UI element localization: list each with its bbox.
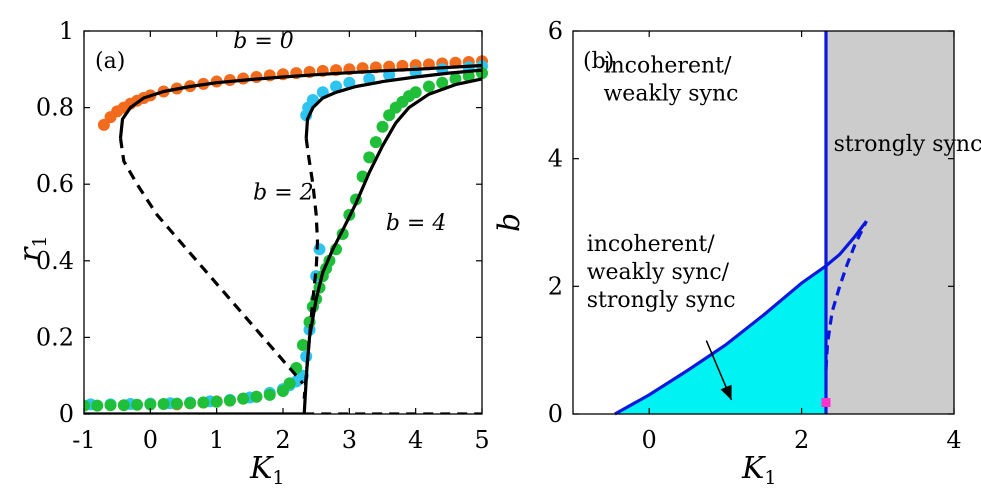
panel-b-xtick-label: 2 [794, 426, 809, 454]
panel-a-data-point [91, 399, 104, 412]
panel-a-data-point [296, 339, 309, 352]
panel-a-data-point [409, 86, 422, 99]
panel-a-xtick-label: 3 [342, 426, 357, 454]
panel-a-xtick-label: 2 [275, 426, 290, 454]
panel-b-plot-area [614, 31, 954, 416]
panel-a-data-point [449, 72, 462, 85]
panel-a-series [84, 55, 488, 414]
panel-a-data-point [184, 397, 197, 410]
panel-a-annotation: b = 0 [233, 29, 294, 54]
panel-a-data-point [422, 80, 435, 93]
panel-b-arrow-head [720, 384, 732, 400]
panel-a-data-point [363, 151, 376, 164]
panel-a-xtick-label: 0 [143, 426, 158, 454]
panel-a-data-point [250, 390, 263, 403]
panel-b-region-label-line: incoherent/ [603, 53, 732, 78]
panel-a-data-point [263, 388, 276, 401]
panel-b-region-label: strongly sync [834, 132, 981, 157]
panel-a-ytick-label: 0 [59, 400, 74, 428]
panel-b-bistable-region [614, 265, 826, 414]
panel-a-data-point [369, 136, 382, 149]
panel-b-dashed-curve [824, 220, 868, 370]
panel-a-data-point [117, 399, 130, 412]
panel-a-data-point [131, 398, 144, 411]
panel-a-xtick-label: -1 [72, 426, 95, 454]
panel-a-ytick-label: 1 [59, 17, 74, 45]
panel-a-data-point [197, 396, 210, 409]
panel-a: -1 0 1 2 3 4 500.20.40.60.81 (a) b = 0b = 2b =… [13, 17, 490, 489]
panel-a-data-point [313, 243, 326, 256]
panel-a-theory-line [118, 137, 305, 385]
panel-b: 0 2 4 0 2 4 6 (b) incoherent/weakly sync strong… [492, 17, 981, 489]
panel-a-data-point [283, 377, 296, 390]
panel-a-annotations: b = 0 b = 2 b = 4 [233, 29, 446, 236]
panel-b-region-label: incoherent/weakly sync [603, 53, 738, 106]
panel-a-data-point [170, 397, 183, 410]
panel-b-ylabel: b [492, 213, 527, 232]
panel-a-plot-area [84, 55, 488, 414]
panel-a-data-point [462, 70, 475, 83]
panel-a-data-point [210, 395, 223, 408]
panel-b-region-label-line: incoherent/ [587, 232, 716, 257]
panel-a-data-point [436, 76, 449, 89]
panel-a-ytick-label: 0.8 [36, 94, 74, 122]
panel-b-frame [572, 30, 955, 415]
panel-a-xtick-label: 4 [408, 426, 423, 454]
panel-a-data-point [157, 398, 170, 411]
panel-a-ticks: -1 0 1 2 3 4 500.20.40.60.81 [36, 17, 490, 454]
panel-a-label: (a) [95, 49, 125, 74]
panel-a-ylabel: r1 [13, 236, 51, 262]
panel-b-label: (b) [583, 49, 614, 74]
panel-b-region-label-line: weakly sync/ [587, 260, 730, 285]
panel-a-ytick-label: 0.4 [36, 247, 74, 275]
panel-a-xtick-label: 1 [209, 426, 224, 454]
panel-a-data-point [144, 398, 157, 411]
panel-a-data-point [376, 120, 389, 133]
panel-b-region-label-line: strongly sync [587, 288, 736, 313]
panel-b-xtick-label: 4 [946, 426, 961, 454]
panel-a-data-point [330, 80, 343, 93]
panel-b-region-label-line: weakly sync [603, 81, 738, 106]
panel-b-marker [821, 398, 831, 408]
panel-b-region-label: incoherent/weakly sync/strongly sync [587, 232, 736, 313]
panel-a-data-point [104, 399, 117, 412]
panel-b-saddle-node-curve [614, 220, 868, 416]
panel-a-xlabel: K1 [249, 451, 285, 489]
panel-a-data-point [223, 394, 236, 407]
panel-a-ytick-label: 0.6 [36, 170, 74, 198]
panel-b-ytick-label: 6 [548, 17, 563, 45]
panel-a-data-point [84, 399, 90, 412]
panel-b-strong-sync-region [825, 31, 954, 414]
panel-a-data-point [237, 392, 250, 405]
panel-a-annotation: b = 2 [253, 181, 314, 206]
panel-a-annotation: b = 4 [386, 211, 447, 236]
panel-a-theory-line [118, 63, 483, 139]
panel-a-data-point [343, 76, 356, 89]
panel-b-region-label-line: strongly sync [834, 132, 981, 157]
panel-b-xlabel: K1 [741, 451, 777, 489]
panel-b-ytick-label: 2 [548, 272, 563, 300]
panel-a-data-point [250, 70, 263, 83]
panel-a-theory-line [302, 77, 483, 414]
panel-a-theory-line [304, 68, 483, 139]
panel-a-ytick-label: 0.2 [36, 323, 74, 351]
panel-b-ticks: 0 2 4 0 2 4 6 [548, 17, 962, 454]
panel-a-xtick-label: 5 [474, 426, 489, 454]
panel-b-ytick-label: 4 [548, 145, 563, 173]
panel-b-xtick-label: 0 [642, 426, 657, 454]
panel-b-ytick-label: 0 [548, 400, 563, 428]
